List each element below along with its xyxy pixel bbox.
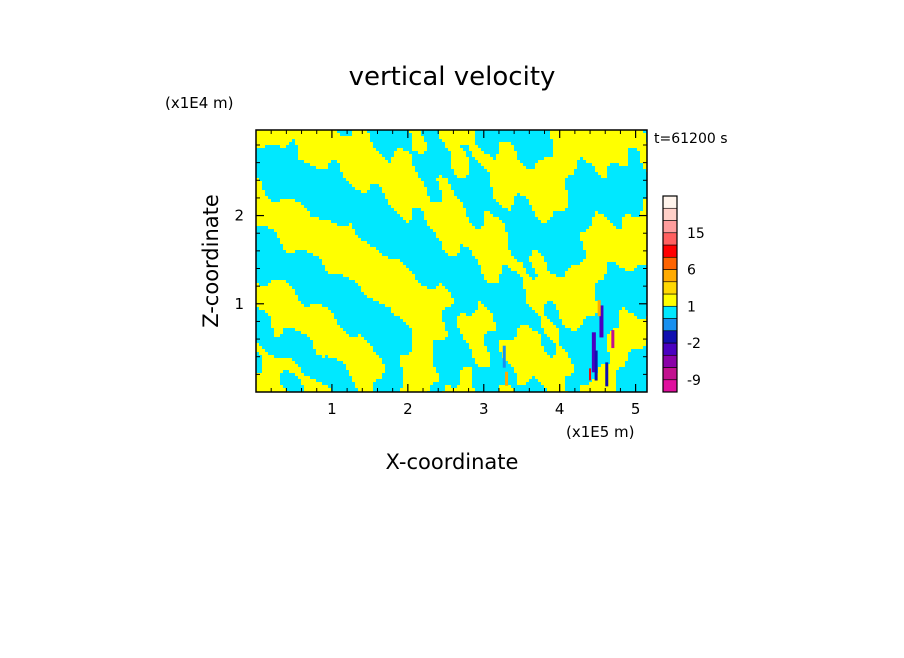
colorbar-segment (662, 281, 678, 295)
colorbar-tick-label: -9 (687, 373, 701, 389)
velocity-core (502, 345, 506, 368)
time-label: t=61200 s (654, 131, 728, 147)
x-unit-label: (x1E5 m) (566, 423, 635, 441)
colorbar-segment (662, 318, 678, 332)
colorbar-segment (662, 379, 678, 393)
y-tick-label: 1 (234, 295, 244, 313)
y-unit-label: (x1E4 m) (165, 94, 234, 112)
colorbar-tick-label: -2 (687, 336, 701, 352)
x-tick-label: 5 (631, 400, 641, 418)
velocity-core (611, 330, 615, 349)
colorbar-segment (662, 232, 678, 246)
x-axis-label: X-coordinate (386, 450, 519, 474)
colorbar-segment (662, 367, 678, 381)
velocity-core (605, 362, 609, 387)
x-tick-label: 1 (327, 400, 337, 418)
colorbar: 15 6 1 -2 -9 (662, 195, 705, 393)
velocity-core (597, 300, 601, 317)
colorbar-segment (662, 354, 678, 368)
x-tick-label: 2 (403, 400, 413, 418)
colorbar-segment (662, 342, 678, 356)
velocity-core (589, 368, 592, 381)
colorbar-segment (662, 293, 678, 307)
velocity-core (591, 332, 596, 373)
x-axis: 1 2 3 4 5 (270, 130, 641, 418)
colorbar-segment (662, 305, 678, 319)
colorbar-segment (662, 244, 678, 258)
colorbar-segment (662, 256, 678, 270)
colorbar-segment (662, 195, 678, 209)
colorbar-segment (662, 220, 678, 234)
velocity-core (594, 350, 598, 381)
colorbar-segment (662, 330, 678, 344)
chart-title: vertical velocity (349, 62, 556, 92)
colorbar-frame (662, 195, 678, 393)
plot-area (255, 129, 648, 393)
y-axis: 12 (234, 144, 647, 375)
positive-velocity-regions (256, 130, 647, 392)
colorbar-segment (662, 269, 678, 283)
colorbar-segment (662, 207, 678, 221)
x-tick-label: 3 (479, 400, 489, 418)
velocity-core (505, 371, 509, 386)
velocity-core (599, 305, 604, 338)
y-axis-label: Z-coordinate (199, 194, 223, 328)
colorbar-tick-label: 1 (687, 299, 696, 315)
y-tick-label: 2 (234, 207, 244, 225)
x-tick-label: 4 (555, 400, 565, 418)
plot-frame (255, 129, 648, 393)
colorbar-tick-label: 15 (687, 226, 705, 242)
colorbar-tick-label: 6 (687, 263, 696, 279)
